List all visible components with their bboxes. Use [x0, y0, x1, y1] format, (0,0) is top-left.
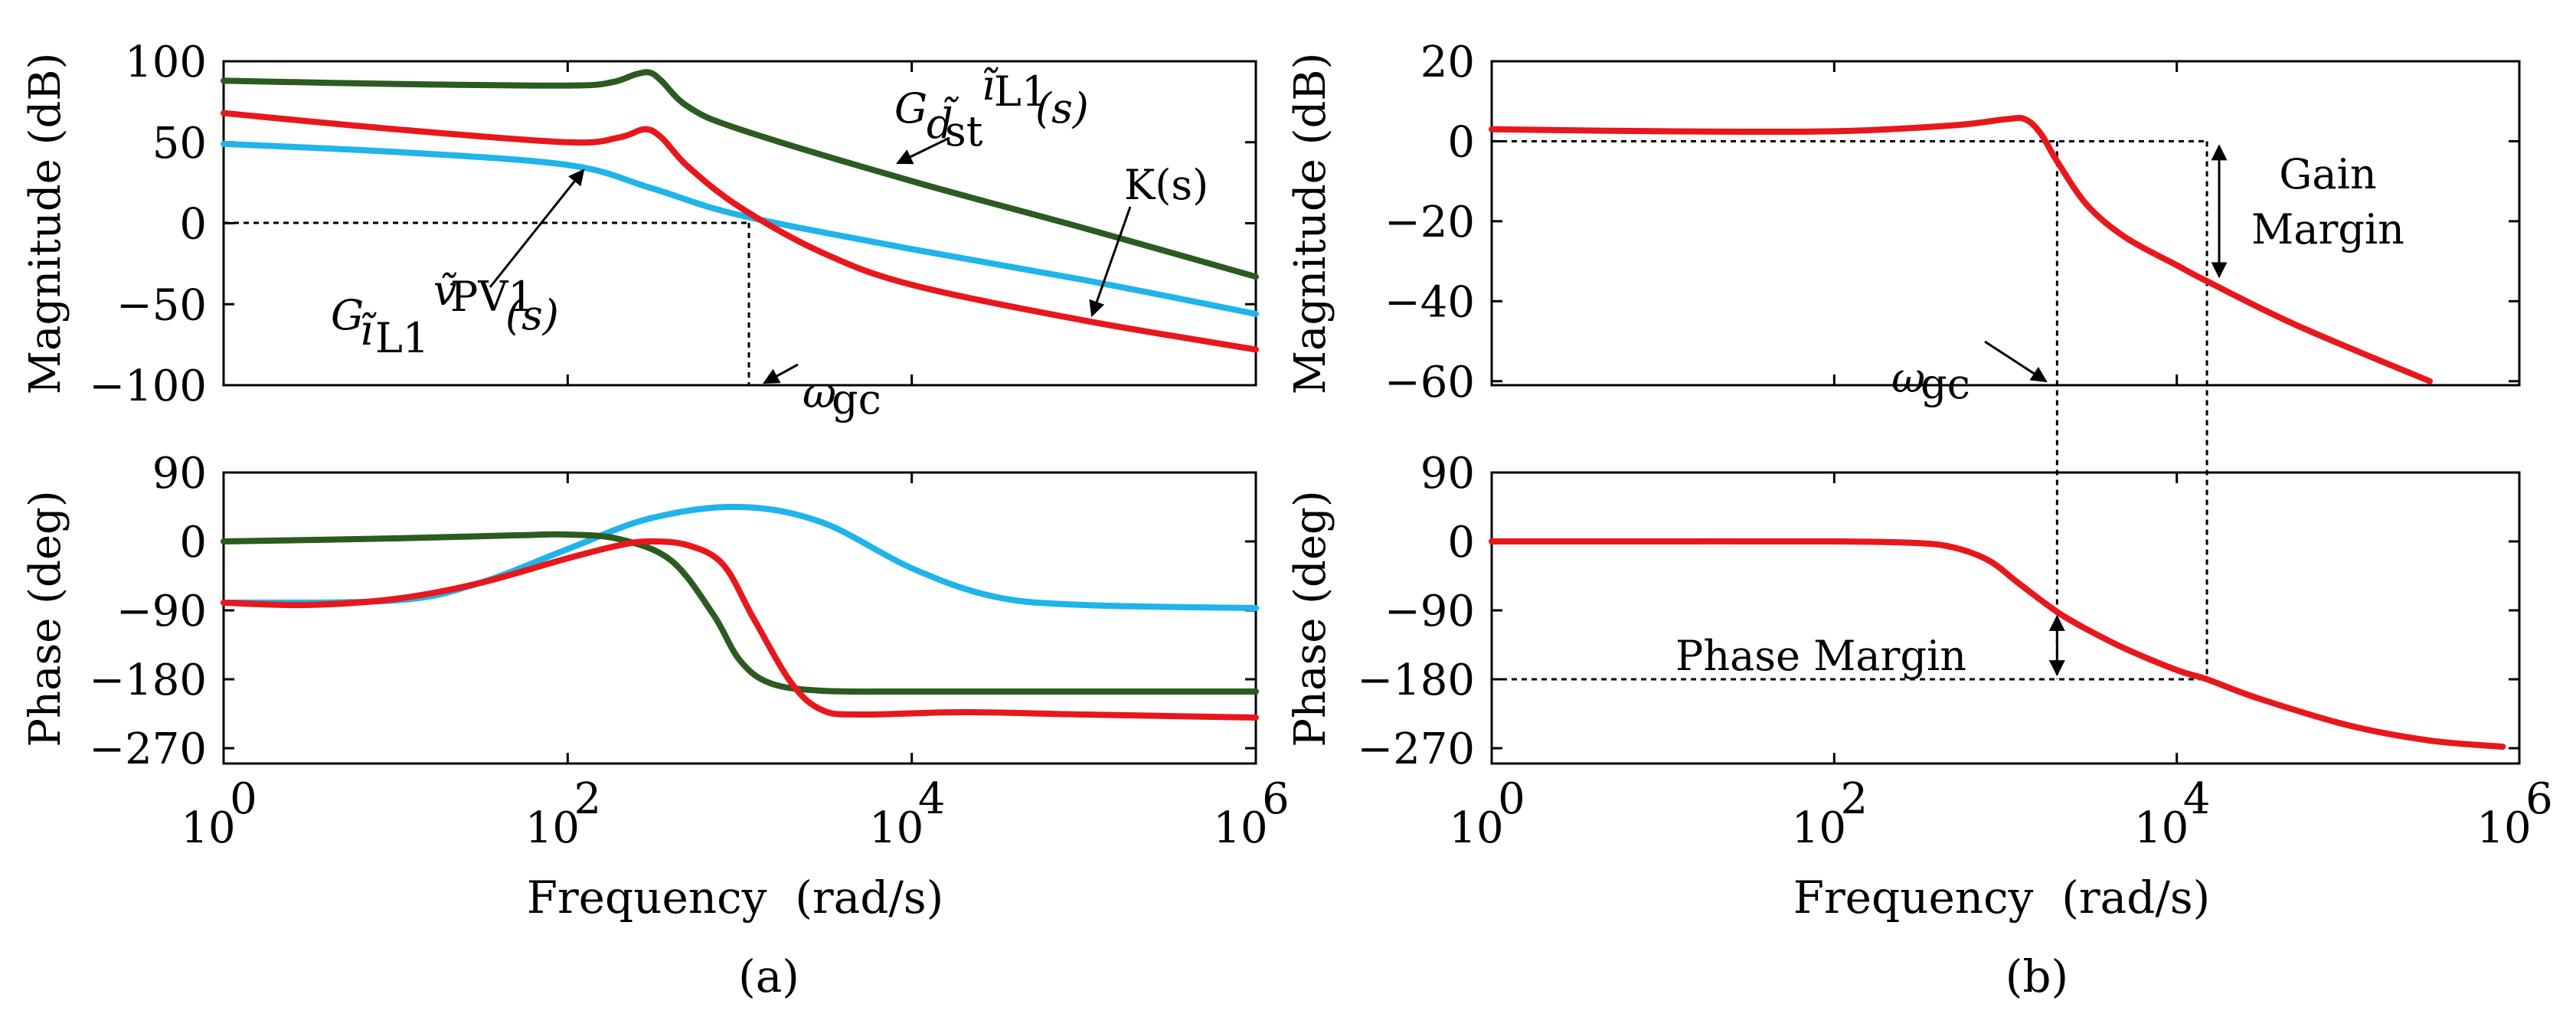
a-phase-ytick-label: 90	[152, 449, 207, 499]
a-xtick-exponent: 2	[574, 774, 602, 824]
b-mag-axes: 20 0 −20 −40 −60	[1384, 38, 2521, 407]
b-phase-ytick-label: 0	[1447, 518, 1475, 567]
a-magnitude-ytick-label: −100	[89, 361, 207, 411]
b-xtick-exponent: 4	[2183, 774, 2211, 824]
b-phase-ylabel: Phase (deg)	[1286, 490, 1335, 747]
a-annotation-g-il1-vpv1: G ĩ L1 ṽ PV1 (s)	[331, 168, 585, 362]
b-xtick-label: 10	[2134, 803, 2189, 853]
b-phase-curve-loop	[1489, 538, 2506, 750]
ann-g2-tail: (s)	[505, 291, 559, 339]
a-magnitude-ytick-label: 0	[179, 200, 207, 250]
ann-g1-arrow	[896, 136, 950, 165]
b-phase-frame	[1490, 471, 2521, 765]
ann-g2-supsub: PV1	[450, 273, 534, 321]
ann-g1-tail: (s)	[1035, 84, 1089, 132]
a-panel-label: (a)	[738, 950, 799, 1002]
gain-margin-line2: Margin	[2251, 205, 2404, 253]
a-mag-axes: 100 50 0 −50 −100	[89, 38, 1257, 411]
ann-g1-supsub: L1	[994, 67, 1048, 116]
a-mag-curve-g-dst-il1	[221, 69, 1259, 280]
b-annotation-phase-margin: Phase Margin	[1675, 614, 2065, 680]
a-xtick-exponent: 4	[918, 774, 946, 824]
b-ann-wgc-main: ω	[1891, 354, 1925, 402]
a-magnitude-ytick-label: 50	[152, 119, 207, 168]
a-mag-curve-k	[221, 140, 1259, 317]
ann-wgc-main: ω	[803, 369, 836, 417]
a-phase-axes: 90 0 −90 −180 −270	[89, 449, 1257, 774]
ann-k-text: K(s)	[1124, 161, 1208, 209]
b-xtick-exponent: 0	[1498, 774, 1525, 824]
a-phase-ytick-label: −90	[116, 587, 207, 636]
a-magnitude-ytick-label: −50	[116, 280, 207, 330]
ann-g2-sub: ĩ	[360, 306, 377, 355]
b-phase-ytick-label: −270	[1357, 724, 1475, 774]
panel-b: 200−20−40−60 900−90−180−270 100102104106…	[1286, 38, 2553, 1002]
a-xtick-label: 10	[869, 803, 924, 853]
ann-g1-main: G	[894, 84, 927, 132]
a-xtick-exponent: 0	[230, 774, 257, 824]
b-phase-axes: 90 0 −90 −180 −270	[1357, 449, 2521, 774]
ann-k-arrow	[1089, 206, 1132, 317]
a-phase-ytick-label: −270	[89, 724, 207, 774]
b-phase-ytick-label: 90	[1420, 449, 1475, 499]
a-annotation-k: K(s)	[1089, 161, 1208, 317]
ann-wgc-arrow	[763, 363, 799, 384]
b-xtick-label: 10	[2476, 803, 2531, 853]
b-magnitude-ytick-label: −60	[1384, 358, 1475, 407]
b-xtick-label: 10	[1792, 803, 1846, 853]
b-phase-ytick-label: −180	[1357, 656, 1475, 705]
a-mag-curve-g-il1-vpv1	[221, 110, 1259, 353]
a-phase-frame	[222, 471, 1257, 765]
a-phase-curve-g-dst-il1	[221, 531, 1259, 695]
a-phase-curve-g-il1-vpv1	[221, 538, 1259, 721]
gain-margin-line1: Gain	[2279, 150, 2376, 198]
b-xtick-exponent: 6	[2525, 774, 2553, 824]
b-annotation-gain-margin: Gain Margin	[2211, 144, 2404, 279]
ann-g2-main: G	[331, 291, 364, 339]
b-panel-label: (b)	[2006, 950, 2068, 1002]
a-xtick-label: 10	[181, 803, 235, 853]
a-mag-ylabel: Magnitude (dB)	[21, 53, 70, 395]
b-magnitude-ytick-label: 0	[1447, 117, 1475, 167]
b-magnitude-ytick-label: 20	[1420, 38, 1475, 87]
a-phase-ylabel: Phase (deg)	[21, 490, 70, 747]
b-magnitude-ytick-label: −40	[1384, 277, 1475, 327]
a-phase-ytick-label: 0	[179, 518, 207, 567]
b-xlabel: Frequency (rad/s)	[1793, 871, 2211, 924]
b-phase-ytick-label: −90	[1384, 587, 1475, 636]
b-magnitude-ytick-label: −20	[1384, 198, 1475, 247]
a-phase-ytick-label: −180	[89, 656, 207, 705]
a-xlabel: Frequency (rad/s)	[527, 871, 944, 924]
b-xtick-exponent: 2	[1841, 774, 1868, 824]
a-annotation-wgc: ω gc	[763, 363, 881, 423]
b-mag-curve-loop	[1489, 115, 2433, 384]
ann-g1-subsub: st	[945, 107, 983, 155]
a-xtick-label: 10	[525, 803, 580, 853]
b-xtick-label: 10	[1449, 803, 1503, 853]
b-ann-wgc-arrow	[1984, 340, 2048, 383]
a-xtick-label: 10	[1213, 803, 1267, 853]
a-xtick-exponent: 6	[1262, 774, 1290, 824]
b-ann-wgc-sub: gc	[1921, 360, 1970, 408]
b-mag-frame	[1490, 60, 2521, 387]
ann-g2-arrow	[489, 168, 585, 288]
ann-g1-sup: ĩ	[982, 61, 999, 110]
a-magnitude-ytick-label: 100	[125, 38, 207, 87]
phase-margin-text: Phase Margin	[1675, 632, 1966, 680]
ann-g2-subsub: L1	[375, 314, 429, 362]
ann-wgc-sub: gc	[832, 375, 881, 423]
b-annotation-wgc: ω gc	[1891, 340, 2048, 408]
ann-g2-sup: ṽ	[433, 267, 457, 315]
b-mag-ylabel: Magnitude (dB)	[1286, 53, 1335, 395]
a-annotation-g-dst-il1: G d̃ st ĩ L1 (s)	[894, 61, 1089, 165]
